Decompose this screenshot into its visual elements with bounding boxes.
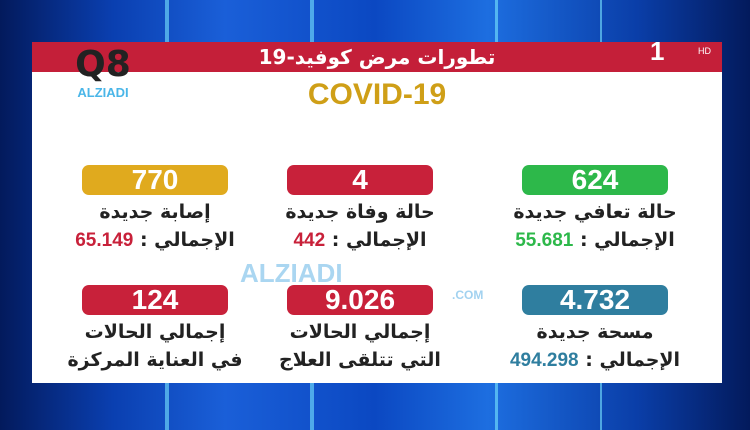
logo-text: ALZIADI — [77, 85, 129, 100]
stat-value-badge: 624 — [522, 165, 668, 195]
total-label: الإجمالي : — [585, 349, 681, 371]
stat-value-badge: 770 — [82, 165, 228, 195]
stat-total: الإجمالي : 442 — [265, 228, 455, 253]
stat-total: الإجمالي : 494.298 — [500, 348, 690, 373]
total-value: 55.681 — [515, 230, 574, 251]
total-label: الإجمالي : — [331, 229, 427, 251]
watermark-domain: .COM — [452, 288, 484, 302]
stats-panel: تطورات مرض كوفيد-19 COVID-19 — [32, 42, 722, 383]
stat-card: 124 إجمالي الحالات في العناية المركزة — [60, 285, 250, 372]
stat-label: إجمالي الحالات — [289, 321, 431, 343]
stat-value-badge: 9.026 — [287, 285, 433, 315]
covid-subtitle: COVID-19 — [307, 78, 447, 111]
stat-value-badge: 4 — [287, 165, 433, 195]
stat-label: حالة وفاة جديدة — [285, 201, 435, 223]
total-label: الإجمالي : — [579, 229, 675, 251]
stat-total: الإجمالي : 55.681 — [500, 228, 690, 253]
stat-value-badge: 4.732 — [522, 285, 668, 315]
alziadi-logo: Q8 ALZIADI — [68, 45, 138, 105]
stat-card: 624 حالة تعافي جديدة الإجمالي : 55.681 — [500, 165, 690, 253]
total-value: 65.149 — [75, 230, 134, 251]
stat-label-line2: في العناية المركزة — [67, 349, 243, 371]
stat-label: إجمالي الحالات — [84, 321, 226, 343]
stat-label: مسحة جديدة — [536, 321, 654, 343]
stat-card: 4 حالة وفاة جديدة الإجمالي : 442 — [265, 165, 455, 253]
stat-total: الإجمالي : 65.149 — [60, 228, 250, 253]
channel-number: 1 — [650, 36, 665, 66]
hd-badge: HD — [698, 46, 711, 56]
stat-label: إصابة جديدة — [99, 201, 211, 223]
stat-label: حالة تعافي جديدة — [513, 201, 677, 223]
total-value: 494.298 — [509, 350, 579, 371]
page-title: تطورات مرض كوفيد-19 — [32, 42, 722, 72]
stat-label-line2: التي تتلقى العلاج — [279, 349, 441, 371]
total-value: 442 — [293, 230, 326, 251]
stat-card: 4.732 مسحة جديدة الإجمالي : 494.298 — [500, 285, 690, 373]
logo-mark: Q8 — [75, 44, 131, 85]
stat-card: 9.026 إجمالي الحالات التي تتلقى العلاج — [265, 285, 455, 372]
watermark: ALZIADI — [240, 258, 343, 288]
stat-card: 770 إصابة جديدة الإجمالي : 65.149 — [60, 165, 250, 253]
stat-value-badge: 124 — [82, 285, 228, 315]
total-label: الإجمالي : — [139, 229, 235, 251]
